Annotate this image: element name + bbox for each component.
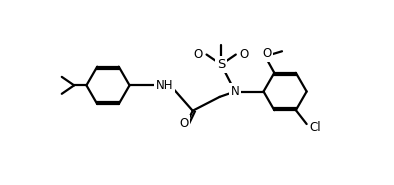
Text: O: O bbox=[240, 48, 249, 61]
Text: NH: NH bbox=[156, 79, 173, 92]
Text: S: S bbox=[217, 58, 225, 71]
Text: N: N bbox=[230, 85, 240, 98]
Text: O: O bbox=[180, 117, 189, 130]
Text: Cl: Cl bbox=[310, 121, 322, 134]
Text: O: O bbox=[262, 47, 271, 60]
Text: O: O bbox=[193, 48, 203, 61]
